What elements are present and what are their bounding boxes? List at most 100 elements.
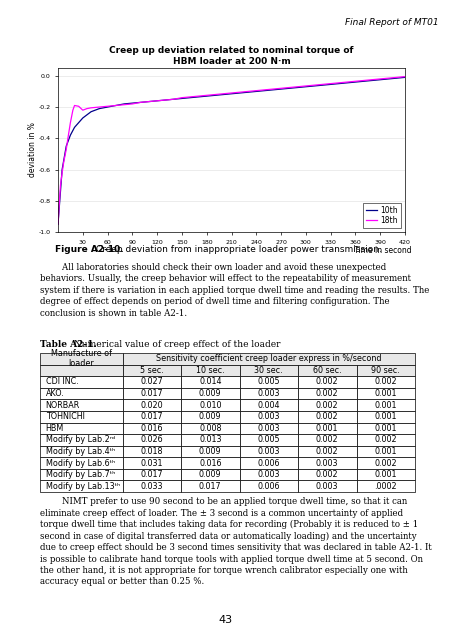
Bar: [297, 469, 356, 481]
Bar: [356, 399, 414, 411]
Bar: [180, 422, 239, 434]
Text: 0.001: 0.001: [374, 447, 396, 456]
Text: 0.002: 0.002: [315, 412, 338, 421]
18th: [121, 101, 127, 109]
18th: [261, 86, 267, 93]
Bar: [356, 469, 414, 481]
Text: .0002: .0002: [373, 482, 396, 491]
Bar: [180, 399, 239, 411]
Text: NIMT prefer to use 90 second to be an applied torque dwell time, so that it can: NIMT prefer to use 90 second to be an ap…: [40, 497, 406, 506]
Text: 10 sec.: 10 sec.: [195, 366, 224, 375]
10th: [162, 96, 168, 104]
18th: [55, 220, 60, 228]
Bar: [122, 376, 180, 388]
Bar: [180, 469, 239, 481]
10th: [170, 95, 176, 103]
Text: AKO.: AKO.: [46, 389, 64, 398]
Bar: [180, 445, 239, 457]
Text: 0.005: 0.005: [257, 378, 280, 387]
Text: Creep deviation from inappropriate loader power transmission.: Creep deviation from inappropriate loade…: [92, 245, 381, 254]
Text: 0.009: 0.009: [198, 470, 221, 479]
Bar: [122, 388, 180, 399]
10th: [84, 111, 89, 118]
10th: [393, 74, 399, 82]
Bar: [356, 388, 414, 399]
Bar: [356, 422, 414, 434]
Text: 0.013: 0.013: [198, 435, 221, 444]
Bar: [122, 481, 180, 492]
10th: [319, 81, 324, 89]
10th: [270, 86, 275, 93]
Bar: [180, 411, 239, 422]
10th: [129, 99, 135, 107]
Bar: [297, 434, 356, 445]
Text: Modify by Lab.4ᵗʰ: Modify by Lab.4ᵗʰ: [46, 447, 115, 456]
10th: [154, 97, 160, 105]
10th: [294, 84, 299, 92]
Text: 0.003: 0.003: [257, 424, 279, 433]
10th: [64, 142, 69, 150]
Bar: [180, 457, 239, 469]
Text: due to creep effect should be 3 second times sensitivity that was declared in ta: due to creep effect should be 3 second t…: [40, 543, 431, 552]
Text: 5 sec.: 5 sec.: [139, 366, 163, 375]
Text: 0.002: 0.002: [373, 458, 396, 468]
Text: TOHNICHI: TOHNICHI: [46, 412, 84, 421]
Bar: [297, 457, 356, 469]
Text: HBM: HBM: [46, 424, 64, 433]
Bar: [40, 365, 122, 376]
Text: 0.031: 0.031: [140, 458, 163, 468]
Text: Manufacture of
loader: Manufacture of loader: [51, 349, 111, 369]
Text: 60 sec.: 60 sec.: [312, 366, 341, 375]
10th: [212, 92, 217, 99]
Text: accuracy equal or better than 0.25 %.: accuracy equal or better than 0.25 %.: [40, 577, 204, 586]
Text: 0.006: 0.006: [257, 458, 279, 468]
Text: 0.017: 0.017: [140, 470, 163, 479]
Text: degree of effect depends on period of dwell time and filtering configuration. Th: degree of effect depends on period of dw…: [40, 298, 389, 307]
18th: [286, 84, 291, 92]
10th: [377, 76, 382, 84]
Text: 0.001: 0.001: [315, 424, 338, 433]
10th: [311, 82, 316, 90]
Bar: [180, 388, 239, 399]
10th: [368, 77, 374, 84]
Bar: [297, 445, 356, 457]
Text: 0.002: 0.002: [315, 470, 338, 479]
Bar: [122, 365, 180, 376]
Bar: [239, 411, 297, 422]
Text: 0.005: 0.005: [257, 435, 280, 444]
Bar: [297, 399, 356, 411]
Text: 0.033: 0.033: [140, 482, 163, 491]
Text: 0.001: 0.001: [374, 389, 396, 398]
Text: conclusion is shown in table A2-1.: conclusion is shown in table A2-1.: [40, 309, 187, 318]
Bar: [356, 411, 414, 422]
Bar: [297, 376, 356, 388]
Text: 0.003: 0.003: [257, 389, 279, 398]
Text: 0.006: 0.006: [257, 482, 279, 491]
Text: NORBAR: NORBAR: [46, 401, 80, 410]
Bar: [122, 457, 180, 469]
Bar: [356, 445, 414, 457]
Text: 0.020: 0.020: [140, 401, 163, 410]
Text: 0.016: 0.016: [198, 458, 221, 468]
Bar: [122, 445, 180, 457]
Bar: [122, 353, 414, 365]
10th: [261, 87, 267, 95]
10th: [179, 95, 184, 102]
Text: the other hand, it is not appropriate for torque wrench calibrator especially on: the other hand, it is not appropriate fo…: [40, 566, 407, 575]
10th: [344, 79, 349, 86]
Bar: [40, 411, 122, 422]
Line: 18th: 18th: [58, 77, 404, 224]
10th: [59, 166, 64, 173]
Bar: [239, 422, 297, 434]
Bar: [40, 434, 122, 445]
10th: [327, 81, 333, 88]
Text: 0.001: 0.001: [374, 470, 396, 479]
10th: [97, 105, 102, 113]
Text: 0.026: 0.026: [140, 435, 163, 444]
Text: Modify by Lab.13ᵗʰ: Modify by Lab.13ᵗʰ: [46, 482, 120, 491]
Text: Modify by Lab.6ᵗʰ: Modify by Lab.6ᵗʰ: [46, 458, 115, 468]
Text: 0.010: 0.010: [198, 401, 221, 410]
Bar: [239, 445, 297, 457]
10th: [68, 131, 73, 139]
Text: eliminate creep effect of loader. The ± 3 second is a common uncertainty of appl: eliminate creep effect of loader. The ± …: [40, 509, 402, 518]
